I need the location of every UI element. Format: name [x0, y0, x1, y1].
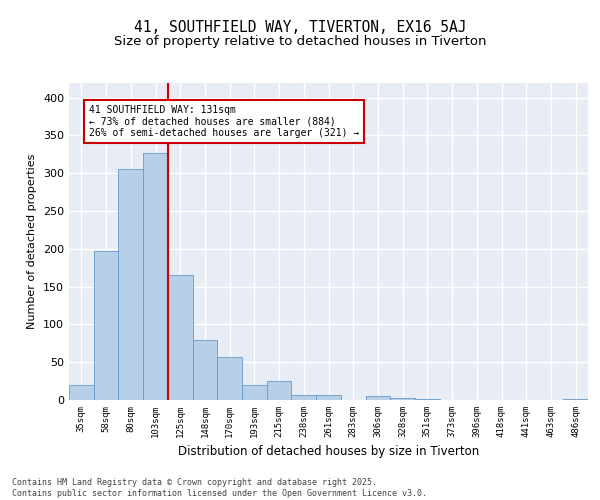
Bar: [94, 251, 118, 400]
Bar: [143, 153, 168, 400]
Text: 41 SOUTHFIELD WAY: 131sqm
← 73% of detached houses are smaller (884)
26% of semi: 41 SOUTHFIELD WAY: 131sqm ← 73% of detac…: [89, 105, 359, 138]
Bar: [563, 399, 588, 400]
Text: Size of property relative to detached houses in Tiverton: Size of property relative to detached ho…: [114, 34, 486, 48]
Bar: [217, 357, 242, 400]
Bar: [118, 170, 143, 400]
X-axis label: Distribution of detached houses by size in Tiverton: Distribution of detached houses by size …: [178, 446, 479, 458]
Bar: [292, 394, 316, 400]
Y-axis label: Number of detached properties: Number of detached properties: [28, 154, 37, 329]
Bar: [168, 276, 193, 400]
Text: 41, SOUTHFIELD WAY, TIVERTON, EX16 5AJ: 41, SOUTHFIELD WAY, TIVERTON, EX16 5AJ: [134, 20, 466, 35]
Bar: [365, 396, 390, 400]
Bar: [415, 399, 440, 400]
Bar: [242, 385, 267, 400]
Text: Contains HM Land Registry data © Crown copyright and database right 2025.
Contai: Contains HM Land Registry data © Crown c…: [12, 478, 427, 498]
Bar: [390, 398, 415, 400]
Bar: [69, 385, 94, 400]
Bar: [193, 340, 217, 400]
Bar: [267, 381, 292, 400]
Bar: [316, 394, 341, 400]
